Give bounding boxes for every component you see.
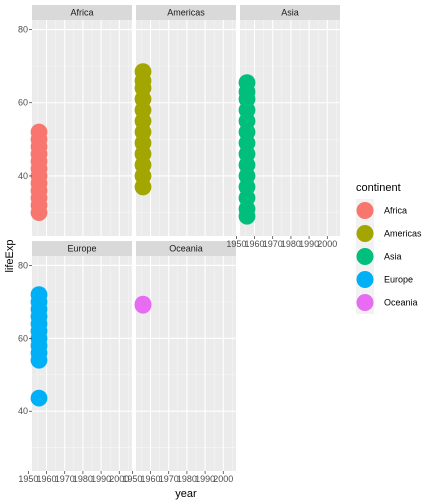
legend-label-americas: Americas [384,229,422,239]
axes: 4060801950196019701980199020004060801950… [18,25,337,484]
y-tick-label: 40 [18,406,28,416]
legend-label-africa: Africa [384,206,407,216]
facet-label-americas: Americas [167,8,205,18]
facet-strip-asia [240,5,340,20]
legend: continent Africa Americas Asia Europe Oceani… [356,182,422,314]
legend-label-asia: Asia [384,252,402,262]
x-tick-label: 1970 [55,474,75,484]
x-tick-label: 1980 [73,474,93,484]
x-axis-title: year [175,488,197,500]
facet-label-africa: Africa [70,8,93,18]
x-tick-label: 1980 [281,239,301,249]
point-europe [30,389,48,407]
point-americas [134,63,152,81]
x-tick-label: 1960 [245,239,265,249]
x-tick-label: 2000 [109,474,129,484]
x-tick-label: 1990 [299,239,319,249]
y-tick-label: 80 [18,260,28,270]
facet-strip-africa [32,5,132,20]
x-tick-label: 1950 [18,474,38,484]
facet-panel-americas [136,20,236,236]
x-tick-label: 1950 [226,239,246,249]
legend-key-americas [356,225,374,242]
y-tick-label: 40 [18,171,28,181]
facet-strip-americas [136,5,236,20]
facet-label-europe: Europe [67,244,96,254]
x-tick-label: 1950 [122,474,142,484]
x-tick-label: 1970 [263,239,283,249]
legend-key-asia [356,248,374,265]
legend-label-europe: Europe [384,275,413,285]
facet-panel-asia [240,20,340,236]
x-tick-label: 1960 [141,474,161,484]
facet-label-oceania: Oceania [169,244,203,254]
legend-key-europe [356,271,374,288]
y-tick-label: 60 [18,98,28,108]
facet-panel-europe [32,256,132,471]
facet-strip-europe [32,241,132,256]
legend-title: continent [356,182,401,194]
x-tick-label: 1990 [91,474,111,484]
facet-panels: Africa Americas Asia Europe Oceania [27,5,340,471]
legend-label-oceania: Oceania [384,298,418,308]
y-axis-title: lifeExp [4,239,16,272]
x-tick-label: 1980 [177,474,197,484]
point-africa [30,123,48,141]
point-europe [30,286,48,304]
legend-key-africa [356,202,374,219]
y-tick-label: 80 [18,25,28,35]
x-tick-label: 2000 [213,474,233,484]
x-tick-label: 1990 [195,474,215,484]
y-tick-label: 60 [18,333,28,343]
facet-strip-oceania [136,241,236,256]
facet-label-asia: Asia [281,8,299,18]
facet-panel-africa [32,20,132,236]
x-tick-label: 2000 [317,239,337,249]
facet-panel-oceania [136,256,236,471]
point-oceania [134,295,152,313]
point-asia [238,74,256,92]
data-points [30,63,256,407]
x-tick-label: 1960 [37,474,57,484]
legend-key-oceania [356,294,374,311]
x-tick-label: 1970 [159,474,179,484]
